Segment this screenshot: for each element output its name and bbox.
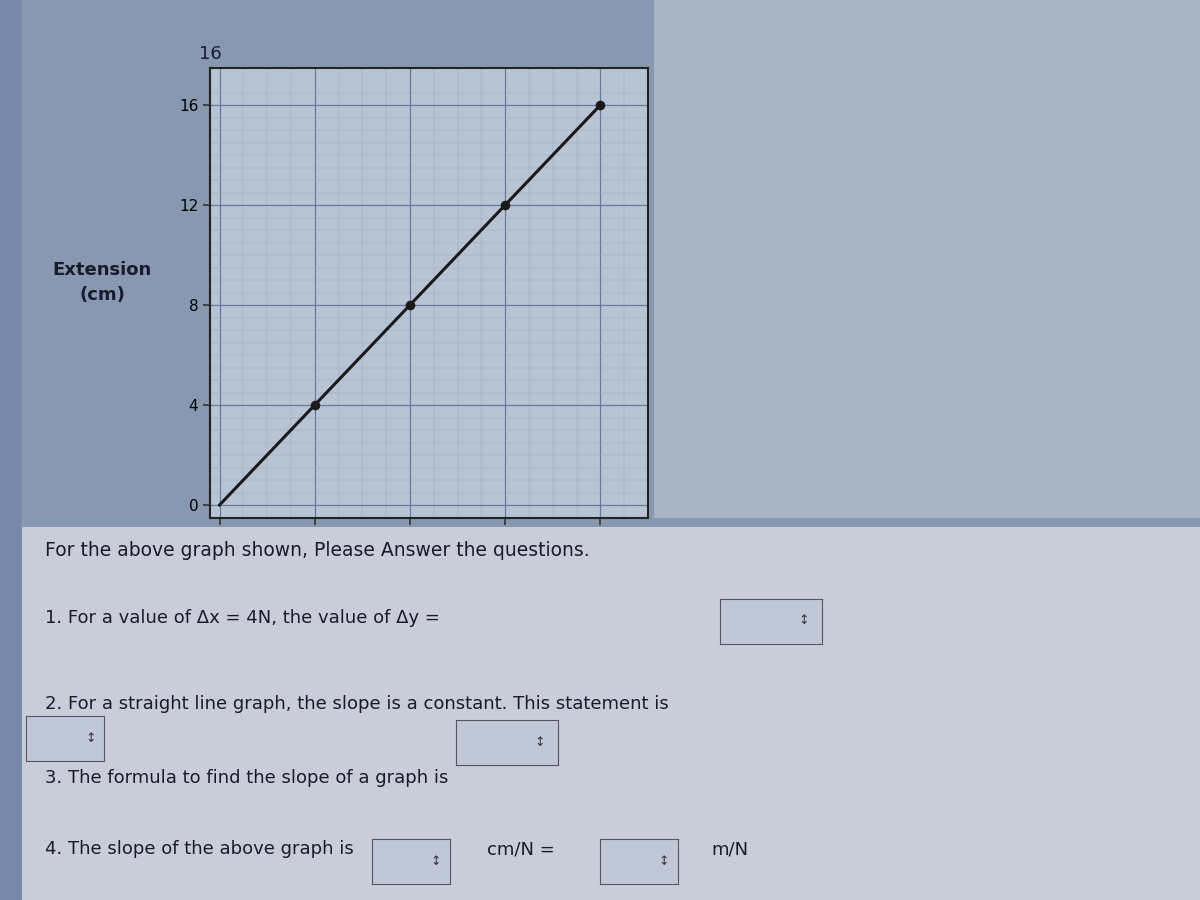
Text: m/N: m/N — [710, 841, 748, 859]
Text: For the above graph shown, Please Answer the questions.: For the above graph shown, Please Answer… — [46, 542, 589, 561]
Text: 3. The formula to find the slope of a graph is: 3. The formula to find the slope of a gr… — [46, 770, 449, 788]
Point — [590, 98, 610, 112]
Point — [305, 398, 324, 412]
Point — [401, 298, 420, 312]
Text: 2. For a straight line graph, the slope is a constant. This statement is: 2. For a straight line graph, the slope … — [46, 695, 668, 713]
Text: 1. For a value of Δx = 4N, the value of Δy =: 1. For a value of Δx = 4N, the value of … — [46, 608, 440, 626]
Text: cm/N =: cm/N = — [487, 841, 554, 859]
Text: ↕: ↕ — [534, 736, 545, 749]
Text: ↕: ↕ — [659, 855, 670, 868]
Text: Extension: Extension — [53, 261, 151, 279]
X-axis label: Force (N): Force (N) — [383, 553, 475, 571]
Text: ↕: ↕ — [85, 732, 96, 744]
Text: (cm): (cm) — [79, 286, 125, 304]
Text: ↕: ↕ — [431, 855, 442, 868]
Text: 4. The slope of the above graph is: 4. The slope of the above graph is — [46, 841, 354, 859]
Text: 16: 16 — [199, 45, 221, 63]
Point — [496, 198, 515, 212]
Text: ↕: ↕ — [798, 615, 809, 627]
